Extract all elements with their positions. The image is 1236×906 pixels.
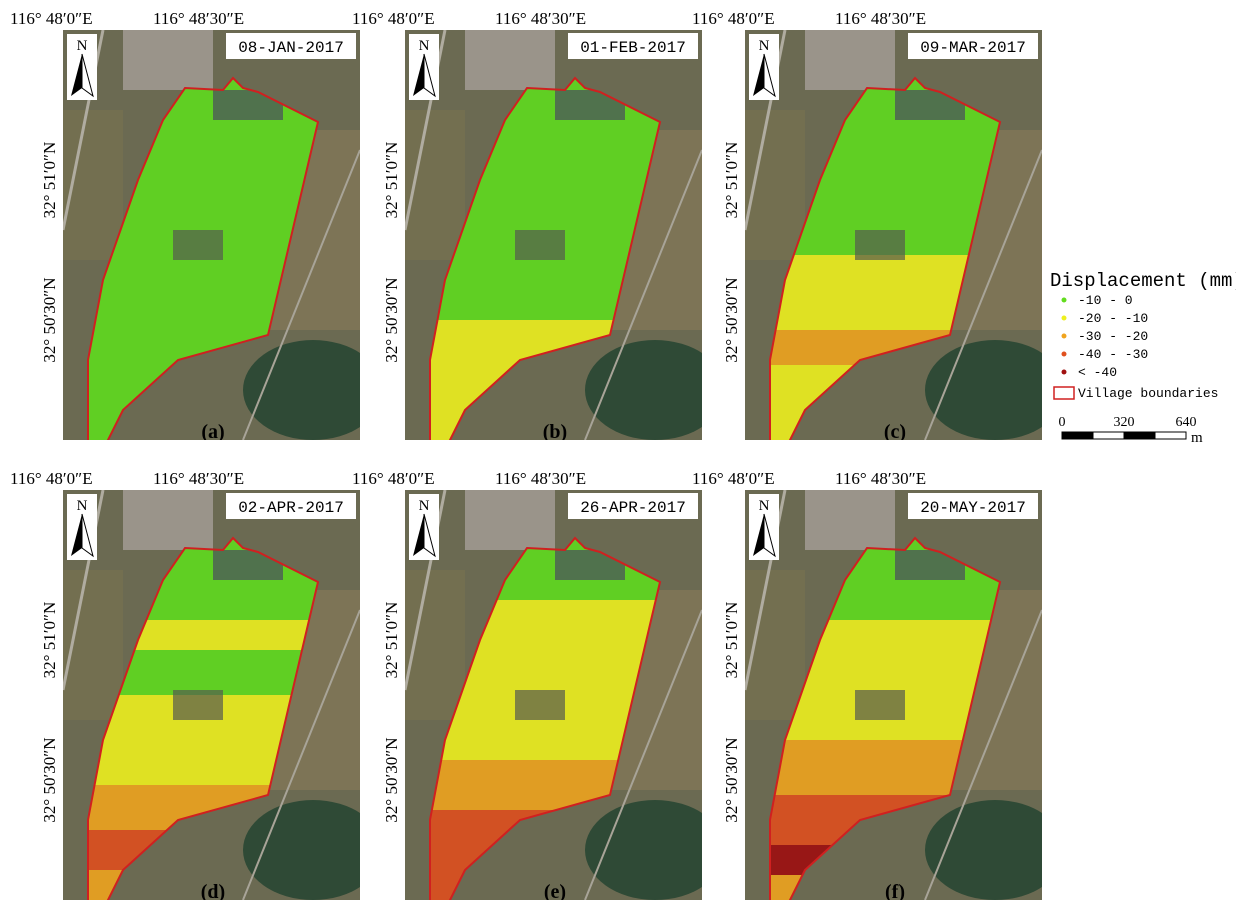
legend-swatch (1062, 370, 1067, 375)
legend-label: -30 - -20 (1078, 329, 1148, 344)
lat-label: 32° 51′0″N (382, 602, 401, 679)
legend-label: -20 - -10 (1078, 311, 1148, 326)
legend-boundary-swatch (1054, 387, 1074, 399)
lon-label: 116° 48′30″E (835, 9, 926, 28)
panel-date: 09-MAR-2017 (920, 39, 1026, 57)
panel-label: (f) (885, 881, 905, 901)
lon-label: 116° 48′30″E (153, 469, 244, 488)
gap (515, 230, 565, 260)
lat-label: 32° 50′30″N (40, 737, 59, 822)
lon-label: 116° 48′30″E (495, 469, 586, 488)
map-frame: N 26-APR-2017 (e) (405, 490, 725, 901)
legend-label: < -40 (1078, 365, 1117, 380)
lat-label: 32° 50′30″N (382, 277, 401, 362)
settlement (805, 30, 895, 90)
panel-date: 01-FEB-2017 (580, 39, 686, 57)
lon-label: 116° 48′30″E (495, 9, 586, 28)
map-frame: N 20-MAY-2017 (f) (745, 490, 1065, 901)
lat-label: 32° 51′0″N (40, 142, 59, 219)
panel-date: 26-APR-2017 (580, 499, 686, 517)
legend-label: Village boundaries (1078, 386, 1218, 401)
legend-label: -10 - 0 (1078, 293, 1133, 308)
gap (515, 690, 565, 720)
legend-title: Displacement (mm) (1050, 270, 1236, 292)
lat-label: 32° 50′30″N (722, 737, 741, 822)
panel-label: (d) (201, 881, 225, 901)
gap (855, 690, 905, 720)
gap (173, 230, 223, 260)
map-panel: N 01-FEB-2017 (b) 116° 48′0″E 116° 48′30″E 32… (352, 9, 725, 460)
gap (855, 230, 905, 260)
north-label: N (419, 498, 430, 514)
map-frame: N 08-JAN-2017 (a) (63, 30, 383, 460)
scale-segment (1155, 432, 1186, 439)
lon-label: 116° 48′30″E (835, 469, 926, 488)
map-panel: N 02-APR-2017 (d) 116° 48′0″E 116° 48′30″E 32… (10, 469, 383, 901)
scale-unit: m (1191, 430, 1203, 446)
lon-label: 116° 48′0″E (352, 9, 435, 28)
legend-swatch (1062, 352, 1067, 357)
north-label: N (419, 38, 430, 54)
lon-label: 116° 48′0″E (352, 469, 435, 488)
lat-label: 32° 51′0″N (722, 142, 741, 219)
lon-label: 116° 48′0″E (10, 9, 93, 28)
map-frame: N 01-FEB-2017 (b) (405, 30, 725, 460)
panel-date: 08-JAN-2017 (238, 39, 344, 57)
settlement (123, 30, 213, 90)
lat-label: 32° 50′30″N (722, 277, 741, 362)
scale-segment (1062, 432, 1093, 439)
settlement (465, 30, 555, 90)
lon-label: 116° 48′0″E (10, 469, 93, 488)
lat-label: 32° 50′30″N (40, 277, 59, 362)
map-panel: N 08-JAN-2017 (a) 116° 48′0″E 116° 48′30″E 32… (10, 9, 383, 460)
settlement (465, 490, 555, 550)
north-label: N (759, 38, 770, 54)
north-label: N (77, 38, 88, 54)
scale-tick: 320 (1114, 415, 1135, 430)
scale-tick: 640 (1176, 415, 1197, 430)
legend-swatch (1062, 334, 1067, 339)
scale-segment (1124, 432, 1155, 439)
map-frame: N 09-MAR-2017 (c) (745, 30, 1065, 460)
legend-swatch (1062, 298, 1067, 303)
lat-label: 32° 51′0″N (40, 602, 59, 679)
legend: Displacement (mm)-10 - 0 -20 - -10 -30 - -… (1050, 270, 1236, 401)
panel-date: 20-MAY-2017 (920, 499, 1026, 517)
map-panel: N 20-MAY-2017 (f) 116° 48′0″E 116° 48′30″E 32… (692, 469, 1065, 901)
panel-label: (a) (201, 421, 224, 443)
north-label: N (759, 498, 770, 514)
lat-label: 32° 50′30″N (382, 737, 401, 822)
map-panel: N 09-MAR-2017 (c) 116° 48′0″E 116° 48′30″E 32… (692, 9, 1065, 460)
legend-label: -40 - -30 (1078, 347, 1148, 362)
panel-label: (c) (884, 421, 906, 443)
figure: N 08-JAN-2017 (a) 116° 48′0″E 116° 48′30″E 32… (0, 0, 1236, 901)
legend-swatch (1062, 316, 1067, 321)
lat-label: 32° 51′0″N (382, 142, 401, 219)
lat-label: 32° 51′0″N (722, 602, 741, 679)
gap (173, 690, 223, 720)
panel-label: (e) (544, 881, 566, 901)
panel-date: 02-APR-2017 (238, 499, 344, 517)
north-label: N (77, 498, 88, 514)
map-panel: N 26-APR-2017 (e) 116° 48′0″E 116° 48′30″E 32… (352, 469, 725, 901)
settlement (805, 490, 895, 550)
scale-segment (1093, 432, 1124, 439)
lon-label: 116° 48′0″E (692, 469, 775, 488)
lon-label: 116° 48′0″E (692, 9, 775, 28)
panel-label: (b) (543, 421, 567, 443)
lon-label: 116° 48′30″E (153, 9, 244, 28)
scale-tick: 0 (1059, 415, 1066, 430)
settlement (123, 490, 213, 550)
map-frame: N 02-APR-2017 (d) (63, 490, 383, 901)
